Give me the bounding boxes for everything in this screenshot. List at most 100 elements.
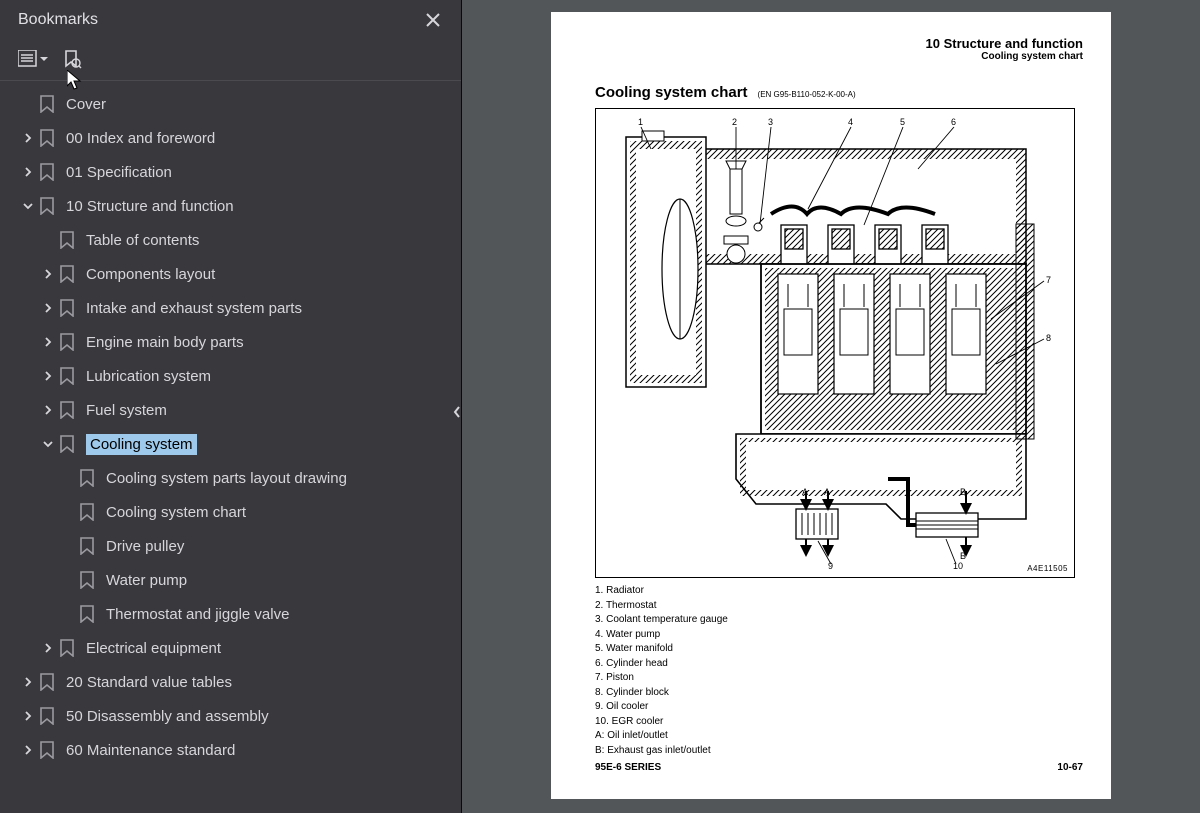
footer-pagenum: 10-67 (1057, 762, 1083, 773)
expander-toggle[interactable] (18, 672, 38, 692)
expander-toggle[interactable] (18, 162, 38, 182)
expander-toggle[interactable] (38, 638, 58, 658)
bookmark-icon (58, 401, 76, 419)
document-viewport[interactable]: 10 Structure and function Cooling system… (462, 0, 1200, 813)
page-header-chapter: 10 Structure and function (926, 36, 1083, 51)
bookmark-item[interactable]: 20 Standard value tables (0, 665, 461, 699)
bookmark-label: Electrical equipment (86, 640, 221, 657)
expander-toggle[interactable] (38, 332, 58, 352)
list-icon (18, 50, 38, 68)
bookmark-label: 00 Index and foreword (66, 130, 215, 147)
close-panel-button[interactable] (419, 6, 447, 34)
bookmark-label: Fuel system (86, 402, 167, 419)
dropdown-arrow-icon (40, 55, 48, 63)
bookmark-label: 50 Disassembly and assembly (66, 708, 269, 725)
bookmark-label: 10 Structure and function (66, 198, 234, 215)
bookmark-label: Engine main body parts (86, 334, 244, 351)
bookmark-item[interactable]: 00 Index and foreword (0, 121, 461, 155)
expander-toggle[interactable] (18, 706, 38, 726)
bookmarks-tree[interactable]: Cover 00 Index and foreword 01 Specificati… (0, 81, 461, 813)
bookmark-item[interactable]: Components layout (0, 257, 461, 291)
bookmark-item[interactable]: Lubrication system (0, 359, 461, 393)
bookmark-item[interactable]: Cooling system parts layout drawing (0, 461, 461, 495)
page-title-text: Cooling system chart (595, 84, 748, 101)
bookmark-icon (78, 571, 96, 589)
chevron-left-icon (453, 406, 461, 418)
legend-item: 8. Cylinder block (595, 686, 728, 701)
bookmark-item[interactable]: Fuel system (0, 393, 461, 427)
legend-item: A: Oil inlet/outlet (595, 729, 728, 744)
diagram-callout: 1 (638, 117, 643, 127)
bookmark-label: Components layout (86, 266, 215, 283)
bookmark-item[interactable]: Cooling system chart (0, 495, 461, 529)
legend-item: B: Exhaust gas inlet/outlet (595, 744, 728, 759)
bookmark-item[interactable]: Engine main body parts (0, 325, 461, 359)
diagram-callout: 10 (953, 561, 963, 571)
footer-series: 95E-6 SERIES (595, 762, 661, 773)
expander-spacer (58, 570, 78, 590)
bookmarks-title: Bookmarks (18, 11, 98, 29)
bookmark-icon (78, 503, 96, 521)
expander-toggle[interactable] (38, 366, 58, 386)
bookmark-item[interactable]: Thermostat and jiggle valve (0, 597, 461, 631)
expander-toggle[interactable] (38, 434, 58, 454)
bookmark-item[interactable]: Water pump (0, 563, 461, 597)
expander-toggle[interactable] (38, 298, 58, 318)
bookmark-item[interactable]: 10 Structure and function (0, 189, 461, 223)
legend-item: 6. Cylinder head (595, 657, 728, 672)
expander-toggle[interactable] (38, 264, 58, 284)
bookmark-label: Table of contents (86, 232, 199, 249)
expander-toggle[interactable] (18, 128, 38, 148)
expander-toggle[interactable] (38, 400, 58, 420)
bookmark-icon (38, 163, 56, 181)
legend-item: 2. Thermostat (595, 599, 728, 614)
bookmark-item[interactable]: Intake and exhaust system parts (0, 291, 461, 325)
cooling-system-schematic (596, 109, 1076, 579)
diagram-callout: 3 (768, 117, 773, 127)
legend-item: 1. Radiator (595, 584, 728, 599)
legend-item: 3. Coolant temperature gauge (595, 613, 728, 628)
bookmark-label: Cover (66, 96, 106, 113)
bookmark-item[interactable]: 01 Specification (0, 155, 461, 189)
bookmark-icon (58, 265, 76, 283)
bookmark-icon (58, 639, 76, 657)
page-title-code: (EN G95-B110-052-K-00-A) (758, 90, 856, 99)
bookmarks-panel: Bookmarks Cover 00 Index and foreword 01 S… (0, 0, 462, 813)
bookmark-icon (38, 129, 56, 147)
bookmark-item[interactable]: Electrical equipment (0, 631, 461, 665)
bookmark-label: Thermostat and jiggle valve (106, 606, 289, 623)
bookmark-icon (38, 95, 56, 113)
bookmark-label: Intake and exhaust system parts (86, 300, 302, 317)
page-header-section: Cooling system chart (926, 51, 1083, 62)
bookmarks-header: Bookmarks (0, 0, 461, 44)
bookmark-item[interactable]: Drive pulley (0, 529, 461, 563)
bookmark-icon (58, 231, 76, 249)
page-title: Cooling system chart (EN G95-B110-052-K-… (595, 84, 856, 101)
find-bookmark-button[interactable] (60, 48, 82, 70)
expander-toggle[interactable] (18, 740, 38, 760)
bookmark-item[interactable]: 60 Maintenance standard (0, 733, 461, 767)
expander-spacer (18, 94, 38, 114)
bookmark-item[interactable]: Cooling system (0, 427, 461, 461)
document-page: 10 Structure and function Cooling system… (551, 12, 1111, 799)
view-options-button[interactable] (18, 50, 48, 68)
legend-item: 7. Piston (595, 671, 728, 686)
bookmark-item[interactable]: Cover (0, 87, 461, 121)
bookmark-label: Lubrication system (86, 368, 211, 385)
bookmark-label: 01 Specification (66, 164, 172, 181)
legend-item: 5. Water manifold (595, 642, 728, 657)
bookmark-label: 20 Standard value tables (66, 674, 232, 691)
bookmark-item[interactable]: Table of contents (0, 223, 461, 257)
collapse-sidebar-button[interactable] (450, 398, 463, 426)
diagram-callout: B (960, 551, 966, 561)
diagram-callout: 9 (828, 561, 833, 571)
diagram-callout: B (960, 487, 966, 497)
bookmark-icon (78, 469, 96, 487)
legend-item: 4. Water pump (595, 628, 728, 643)
expander-toggle[interactable] (18, 196, 38, 216)
bookmark-icon (38, 197, 56, 215)
bookmark-icon (78, 537, 96, 555)
bookmark-icon (58, 299, 76, 317)
bookmark-item[interactable]: 50 Disassembly and assembly (0, 699, 461, 733)
diagram-callout: A (802, 487, 808, 497)
